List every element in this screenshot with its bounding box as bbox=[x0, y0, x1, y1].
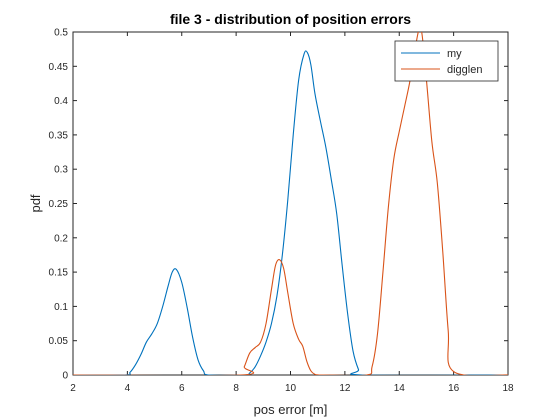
y-tick-label: 0.3 bbox=[54, 165, 68, 176]
y-tick-label: 0.1 bbox=[54, 302, 68, 313]
y-tick-label: 0.2 bbox=[54, 233, 68, 244]
x-tick-label: 2 bbox=[70, 383, 76, 394]
y-tick-label: 0.05 bbox=[49, 336, 69, 347]
series-line-my bbox=[73, 50, 508, 375]
y-tick-label: 0.25 bbox=[49, 199, 69, 210]
y-tick-label: 0.15 bbox=[49, 268, 69, 279]
chart-title: file 3 - distribution of position errors bbox=[170, 11, 411, 27]
plot-area bbox=[72, 31, 509, 376]
x-tick-label: 12 bbox=[339, 383, 351, 394]
legend: my digglen bbox=[394, 40, 499, 82]
x-tick-label: 4 bbox=[125, 383, 131, 394]
x-axis: 2 4 6 8 10 12 14 16 18 bbox=[70, 32, 514, 394]
y-tick-label: 0.35 bbox=[49, 130, 69, 141]
legend-label-my: my bbox=[447, 48, 462, 60]
y-tick-label: 0.5 bbox=[54, 28, 68, 39]
y-tick-label: 0.4 bbox=[54, 96, 68, 107]
y-axis: 0 0.05 0.1 0.15 0.2 0.25 0.3 0.35 0.4 0.45 0.5 bbox=[49, 28, 508, 382]
y-tick-label: 0.45 bbox=[49, 62, 69, 73]
y-axis-title: pdf bbox=[28, 194, 43, 212]
x-tick-label: 10 bbox=[285, 383, 297, 394]
x-tick-label: 18 bbox=[502, 383, 514, 394]
x-tick-label: 6 bbox=[179, 383, 185, 394]
x-tick-label: 14 bbox=[394, 383, 406, 394]
legend-label-digglen: digglen bbox=[447, 64, 482, 76]
x-axis-title: pos error [m] bbox=[254, 402, 328, 417]
x-tick-label: 16 bbox=[448, 383, 460, 394]
legend-box bbox=[394, 40, 499, 82]
x-tick-label: 8 bbox=[233, 383, 239, 394]
y-tick-label: 0 bbox=[62, 371, 68, 382]
